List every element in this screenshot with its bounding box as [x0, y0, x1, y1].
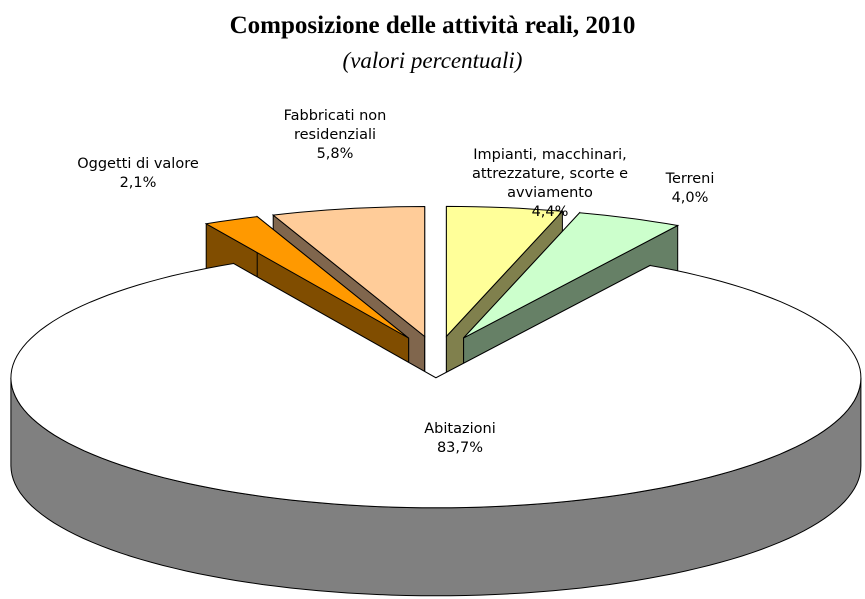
value-label: 4,4%	[531, 204, 569, 220]
category-label: Impianti, macchinari, attrezzature, scor…	[471, 147, 629, 201]
category-label: Oggetti di valore	[77, 156, 199, 172]
value-label: 5,8%	[316, 146, 354, 162]
category-label: Fabbricati non residenziali	[283, 108, 387, 143]
data-label: Impianti, macchinari, attrezzature, scor…	[455, 146, 645, 222]
chart-title: Composizione delle attività reali, 2010	[229, 12, 636, 39]
category-label: Abitazioni	[424, 421, 496, 437]
slice-top	[463, 212, 680, 339]
slice-top	[204, 216, 409, 339]
chart-subtitle: (valori percentuali)	[342, 48, 523, 73]
slice-top	[271, 205, 426, 338]
value-label: 2,1%	[119, 175, 157, 191]
data-label: Oggetti di valore 2,1%	[48, 155, 228, 193]
value-label: 83,7%	[436, 440, 484, 456]
data-label: Fabbricati non residenziali 5,8%	[270, 107, 400, 164]
value-label: 4,0%	[671, 190, 709, 206]
data-label: Abitazioni 83,7%	[380, 420, 540, 458]
slice-top	[445, 205, 564, 338]
data-label: Terreni 4,0%	[630, 170, 750, 208]
slice-top	[10, 262, 862, 509]
category-label: Terreni	[665, 171, 715, 187]
